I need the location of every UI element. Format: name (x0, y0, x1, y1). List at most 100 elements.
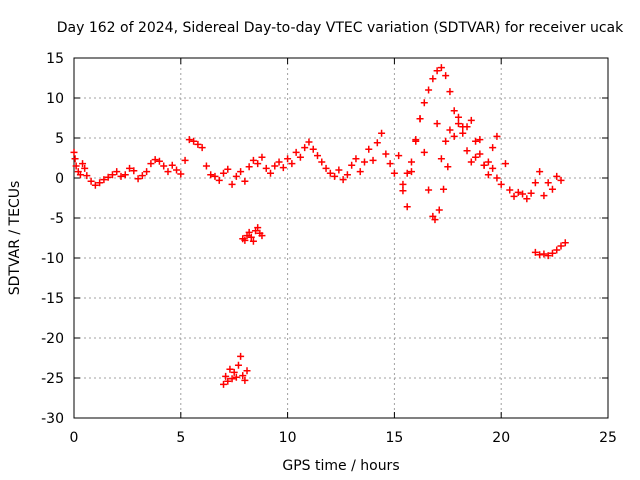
data-point (181, 156, 189, 164)
data-point (198, 144, 206, 152)
data-point (446, 88, 454, 96)
grid-lines (74, 58, 608, 418)
data-point (309, 145, 317, 153)
data-point (254, 224, 262, 232)
data-point (437, 155, 445, 163)
data-point (431, 216, 439, 224)
x-tick-label: 0 (70, 430, 79, 446)
data-point (243, 367, 251, 375)
data-point (514, 188, 522, 196)
data-point (399, 180, 407, 188)
data-point (245, 163, 253, 171)
data-point (472, 153, 480, 161)
data-point (493, 174, 501, 182)
data-point (314, 152, 322, 160)
data-point (493, 132, 501, 140)
data-point (420, 99, 428, 107)
data-point (258, 232, 266, 240)
data-point (104, 173, 112, 181)
data-point (87, 177, 95, 185)
data-point (83, 172, 91, 180)
data-point (501, 160, 509, 168)
data-point (108, 171, 116, 179)
data-point (177, 170, 185, 178)
series-offset-trace-8h (220, 224, 266, 388)
data-point (437, 64, 445, 72)
data-point (211, 172, 219, 180)
data-point (292, 148, 300, 156)
data-point (416, 115, 424, 123)
data-point (121, 171, 129, 179)
data-point (403, 203, 411, 211)
data-point (395, 152, 403, 160)
data-point (373, 139, 381, 147)
data-point (356, 168, 364, 176)
data-point (454, 113, 462, 121)
data-point (215, 176, 223, 184)
data-point (267, 169, 275, 177)
y-tick-label: -10 (41, 251, 64, 267)
data-point (480, 161, 488, 169)
data-point (440, 185, 448, 193)
data-point (164, 168, 172, 176)
data-point (194, 140, 202, 148)
data-point (463, 147, 471, 155)
data-point (454, 120, 462, 128)
data-point (390, 169, 398, 177)
data-point (412, 136, 420, 144)
data-point (433, 67, 441, 75)
data-point (523, 195, 531, 203)
data-point (160, 162, 168, 170)
data-point (245, 228, 253, 236)
data-point (497, 180, 505, 188)
data-point (553, 172, 561, 180)
x-tick-label: 5 (176, 430, 185, 446)
data-point (386, 160, 394, 168)
data-point (239, 372, 247, 380)
data-point (450, 107, 458, 115)
series-offset-trace-22h (531, 239, 569, 260)
x-tick-labels: 0 5 10 15 20 25 (70, 430, 617, 446)
y-tick-labels: -30 -25 -20 -15 -10 -5 0 5 10 15 (41, 51, 64, 427)
series-main-trace (70, 113, 565, 220)
data-point (553, 246, 561, 254)
y-tick-label: 10 (46, 91, 64, 107)
data-point (467, 116, 475, 124)
data-point (284, 155, 292, 163)
data-point (322, 164, 330, 172)
data-point (138, 172, 146, 180)
data-point (420, 148, 428, 156)
data-point (81, 164, 89, 172)
x-axis-label: GPS time / hours (282, 458, 399, 474)
data-point (489, 164, 497, 172)
data-point (536, 168, 544, 176)
y-axis-label: SDTVAR / TECUs (7, 181, 23, 296)
data-point (352, 155, 360, 163)
data-point (548, 185, 556, 193)
data-point (399, 187, 407, 195)
data-point (484, 171, 492, 179)
data-point (472, 137, 480, 145)
data-point (190, 137, 198, 145)
data-point (230, 368, 238, 376)
data-point (288, 160, 296, 168)
data-point (117, 172, 125, 180)
data-point (476, 150, 484, 158)
data-point (232, 172, 240, 180)
data-point (305, 138, 313, 146)
y-tick-label: 0 (55, 171, 64, 187)
data-point (237, 168, 245, 176)
y-tick-label: -5 (50, 211, 64, 227)
data-point (220, 380, 228, 388)
data-point (207, 171, 215, 179)
data-point (382, 150, 390, 158)
y-tick-label: 5 (55, 131, 64, 147)
series-arc-trace (399, 64, 501, 224)
data-point (348, 161, 356, 169)
data-point (91, 181, 99, 189)
data-point (185, 136, 193, 144)
data-point (476, 136, 484, 144)
data-point (96, 179, 104, 187)
data-point (168, 161, 176, 169)
